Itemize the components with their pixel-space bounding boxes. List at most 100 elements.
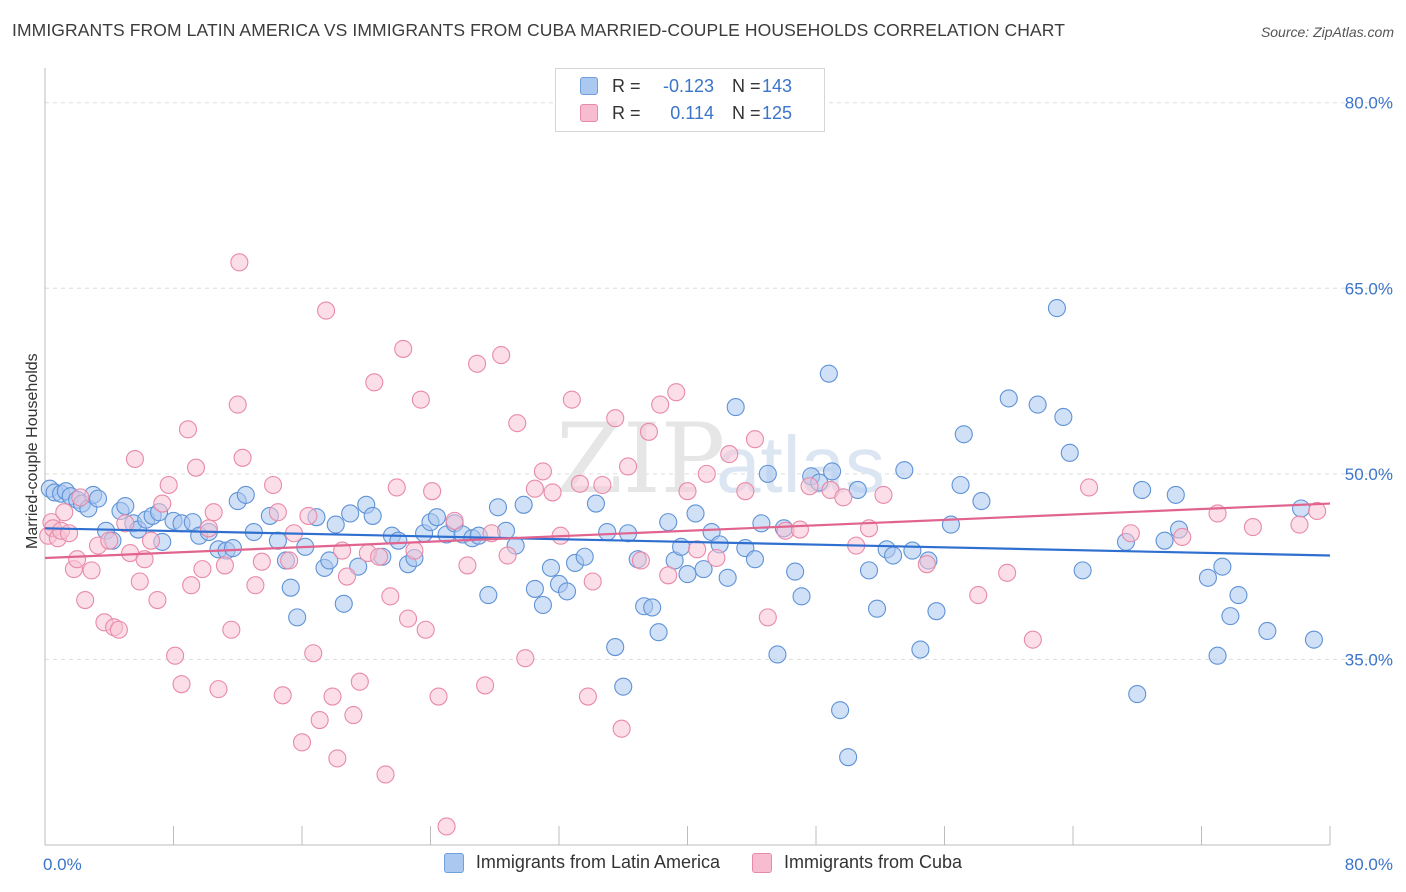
point-cuba — [178, 420, 198, 439]
point-latin-america — [927, 602, 946, 621]
point-cuba — [697, 464, 716, 483]
point-cuba — [387, 478, 406, 497]
x-tick-label-min: 0.0% — [43, 855, 82, 874]
point-latin-america — [823, 462, 842, 481]
point-cuba — [376, 765, 395, 784]
point-latin-america — [831, 701, 850, 720]
point-latin-america — [839, 748, 858, 767]
point-cuba — [423, 482, 442, 501]
point-cuba — [533, 462, 552, 481]
point-latin-america — [1198, 568, 1217, 587]
point-cuba — [299, 506, 318, 525]
point-cuba — [76, 591, 95, 610]
point-cuba — [273, 686, 292, 705]
point-latin-america — [525, 579, 544, 598]
point-cuba — [498, 546, 517, 565]
point-cuba — [82, 561, 101, 580]
point-latin-america — [745, 550, 765, 569]
point-cuba — [606, 409, 625, 428]
point-cuba — [492, 346, 511, 365]
point-cuba — [745, 430, 765, 449]
point-cuba — [116, 514, 135, 533]
point-cuba — [678, 482, 697, 501]
source-credit: Source: ZipAtlas.com — [1260, 24, 1394, 40]
point-cuba — [416, 620, 435, 639]
point-cuba — [381, 587, 400, 606]
point-cuba — [619, 457, 638, 476]
point-cuba — [304, 644, 323, 663]
point-cuba — [525, 479, 544, 498]
point-cuba — [71, 488, 90, 507]
point-latin-america — [320, 551, 339, 570]
point-cuba — [562, 390, 581, 409]
point-latin-america — [533, 595, 552, 615]
point-cuba — [476, 676, 495, 695]
point-cuba — [578, 687, 597, 706]
point-cuba — [233, 448, 252, 467]
point-latin-america — [88, 489, 108, 508]
point-cuba — [60, 524, 79, 543]
point-cuba — [874, 485, 893, 504]
point-cuba — [337, 567, 357, 586]
point-latin-america — [848, 480, 867, 500]
series-swatch-pink — [752, 852, 772, 873]
point-cuba — [193, 560, 212, 579]
point-latin-america — [557, 582, 577, 601]
point-latin-america — [884, 546, 903, 565]
point-cuba — [405, 541, 424, 560]
point-latin-america — [1128, 685, 1147, 704]
point-latin-america — [752, 514, 771, 533]
y-tick-label: 50.0% — [1345, 465, 1393, 484]
point-cuba — [182, 576, 201, 595]
y-tick-label: 35.0% — [1345, 650, 1393, 669]
point-cuba — [109, 620, 128, 639]
point-latin-america — [1292, 499, 1311, 518]
series-legend-latin-america[interactable]: Immigrants from Latin America — [443, 852, 720, 873]
point-latin-america — [1060, 443, 1079, 462]
point-cuba — [543, 483, 562, 502]
point-latin-america — [514, 495, 533, 514]
point-cuba — [758, 608, 777, 627]
point-latin-america — [1304, 630, 1323, 649]
grid-lines — [45, 102, 1392, 660]
series-legend-cuba[interactable]: Immigrants from Cuba — [752, 852, 962, 873]
point-latin-america — [1208, 646, 1227, 665]
point-cuba — [268, 503, 287, 522]
trend-line-latin-america — [44, 527, 1331, 557]
point-latin-america — [575, 547, 594, 566]
watermark-zip: ZIP — [556, 403, 725, 515]
trend-line-cuba — [44, 502, 1331, 560]
legend-n-value: 125 — [762, 102, 793, 123]
point-cuba — [1308, 501, 1327, 521]
point-cuba — [998, 563, 1017, 582]
point-latin-america — [686, 504, 705, 523]
point-latin-america — [1213, 557, 1232, 576]
point-cuba — [100, 531, 119, 550]
point-cuba — [969, 586, 988, 605]
legend-r-label: R = — [612, 75, 641, 96]
point-latin-america — [951, 475, 970, 495]
point-latin-america — [694, 560, 713, 579]
point-cuba — [317, 301, 336, 320]
point-latin-america — [678, 565, 697, 584]
stats-legend: R = -0.123 N = 143 R = 0.114 N = 125 — [555, 68, 825, 132]
point-cuba — [215, 556, 234, 575]
point-latin-america — [726, 398, 745, 417]
point-cuba — [172, 675, 191, 694]
point-latin-america — [903, 541, 922, 560]
point-cuba — [394, 339, 413, 358]
point-cuba — [468, 354, 487, 373]
point-latin-america — [819, 364, 838, 383]
point-latin-america — [718, 568, 737, 587]
point-latin-america — [859, 561, 879, 580]
legend-r-label: R = — [612, 102, 641, 123]
point-cuba — [651, 395, 670, 414]
point-latin-america — [281, 578, 300, 597]
point-cuba — [246, 576, 265, 595]
point-cuba — [639, 422, 659, 441]
legend-row-latin-america: R = -0.123 N = 143 — [580, 74, 792, 98]
series-swatch-blue — [443, 852, 464, 873]
point-latin-america — [954, 425, 973, 444]
point-cuba — [344, 706, 363, 725]
y-tick-label: 65.0% — [1345, 279, 1393, 298]
